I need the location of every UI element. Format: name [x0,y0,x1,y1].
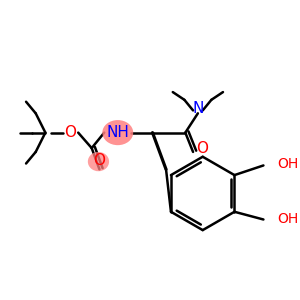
Text: O: O [93,153,105,168]
Ellipse shape [102,120,133,145]
Text: OH: OH [277,212,298,226]
Ellipse shape [88,152,109,171]
Text: OH: OH [277,158,298,172]
Text: O: O [64,125,76,140]
Text: NH: NH [106,125,129,140]
Text: O: O [196,141,208,156]
Text: N: N [192,101,204,116]
